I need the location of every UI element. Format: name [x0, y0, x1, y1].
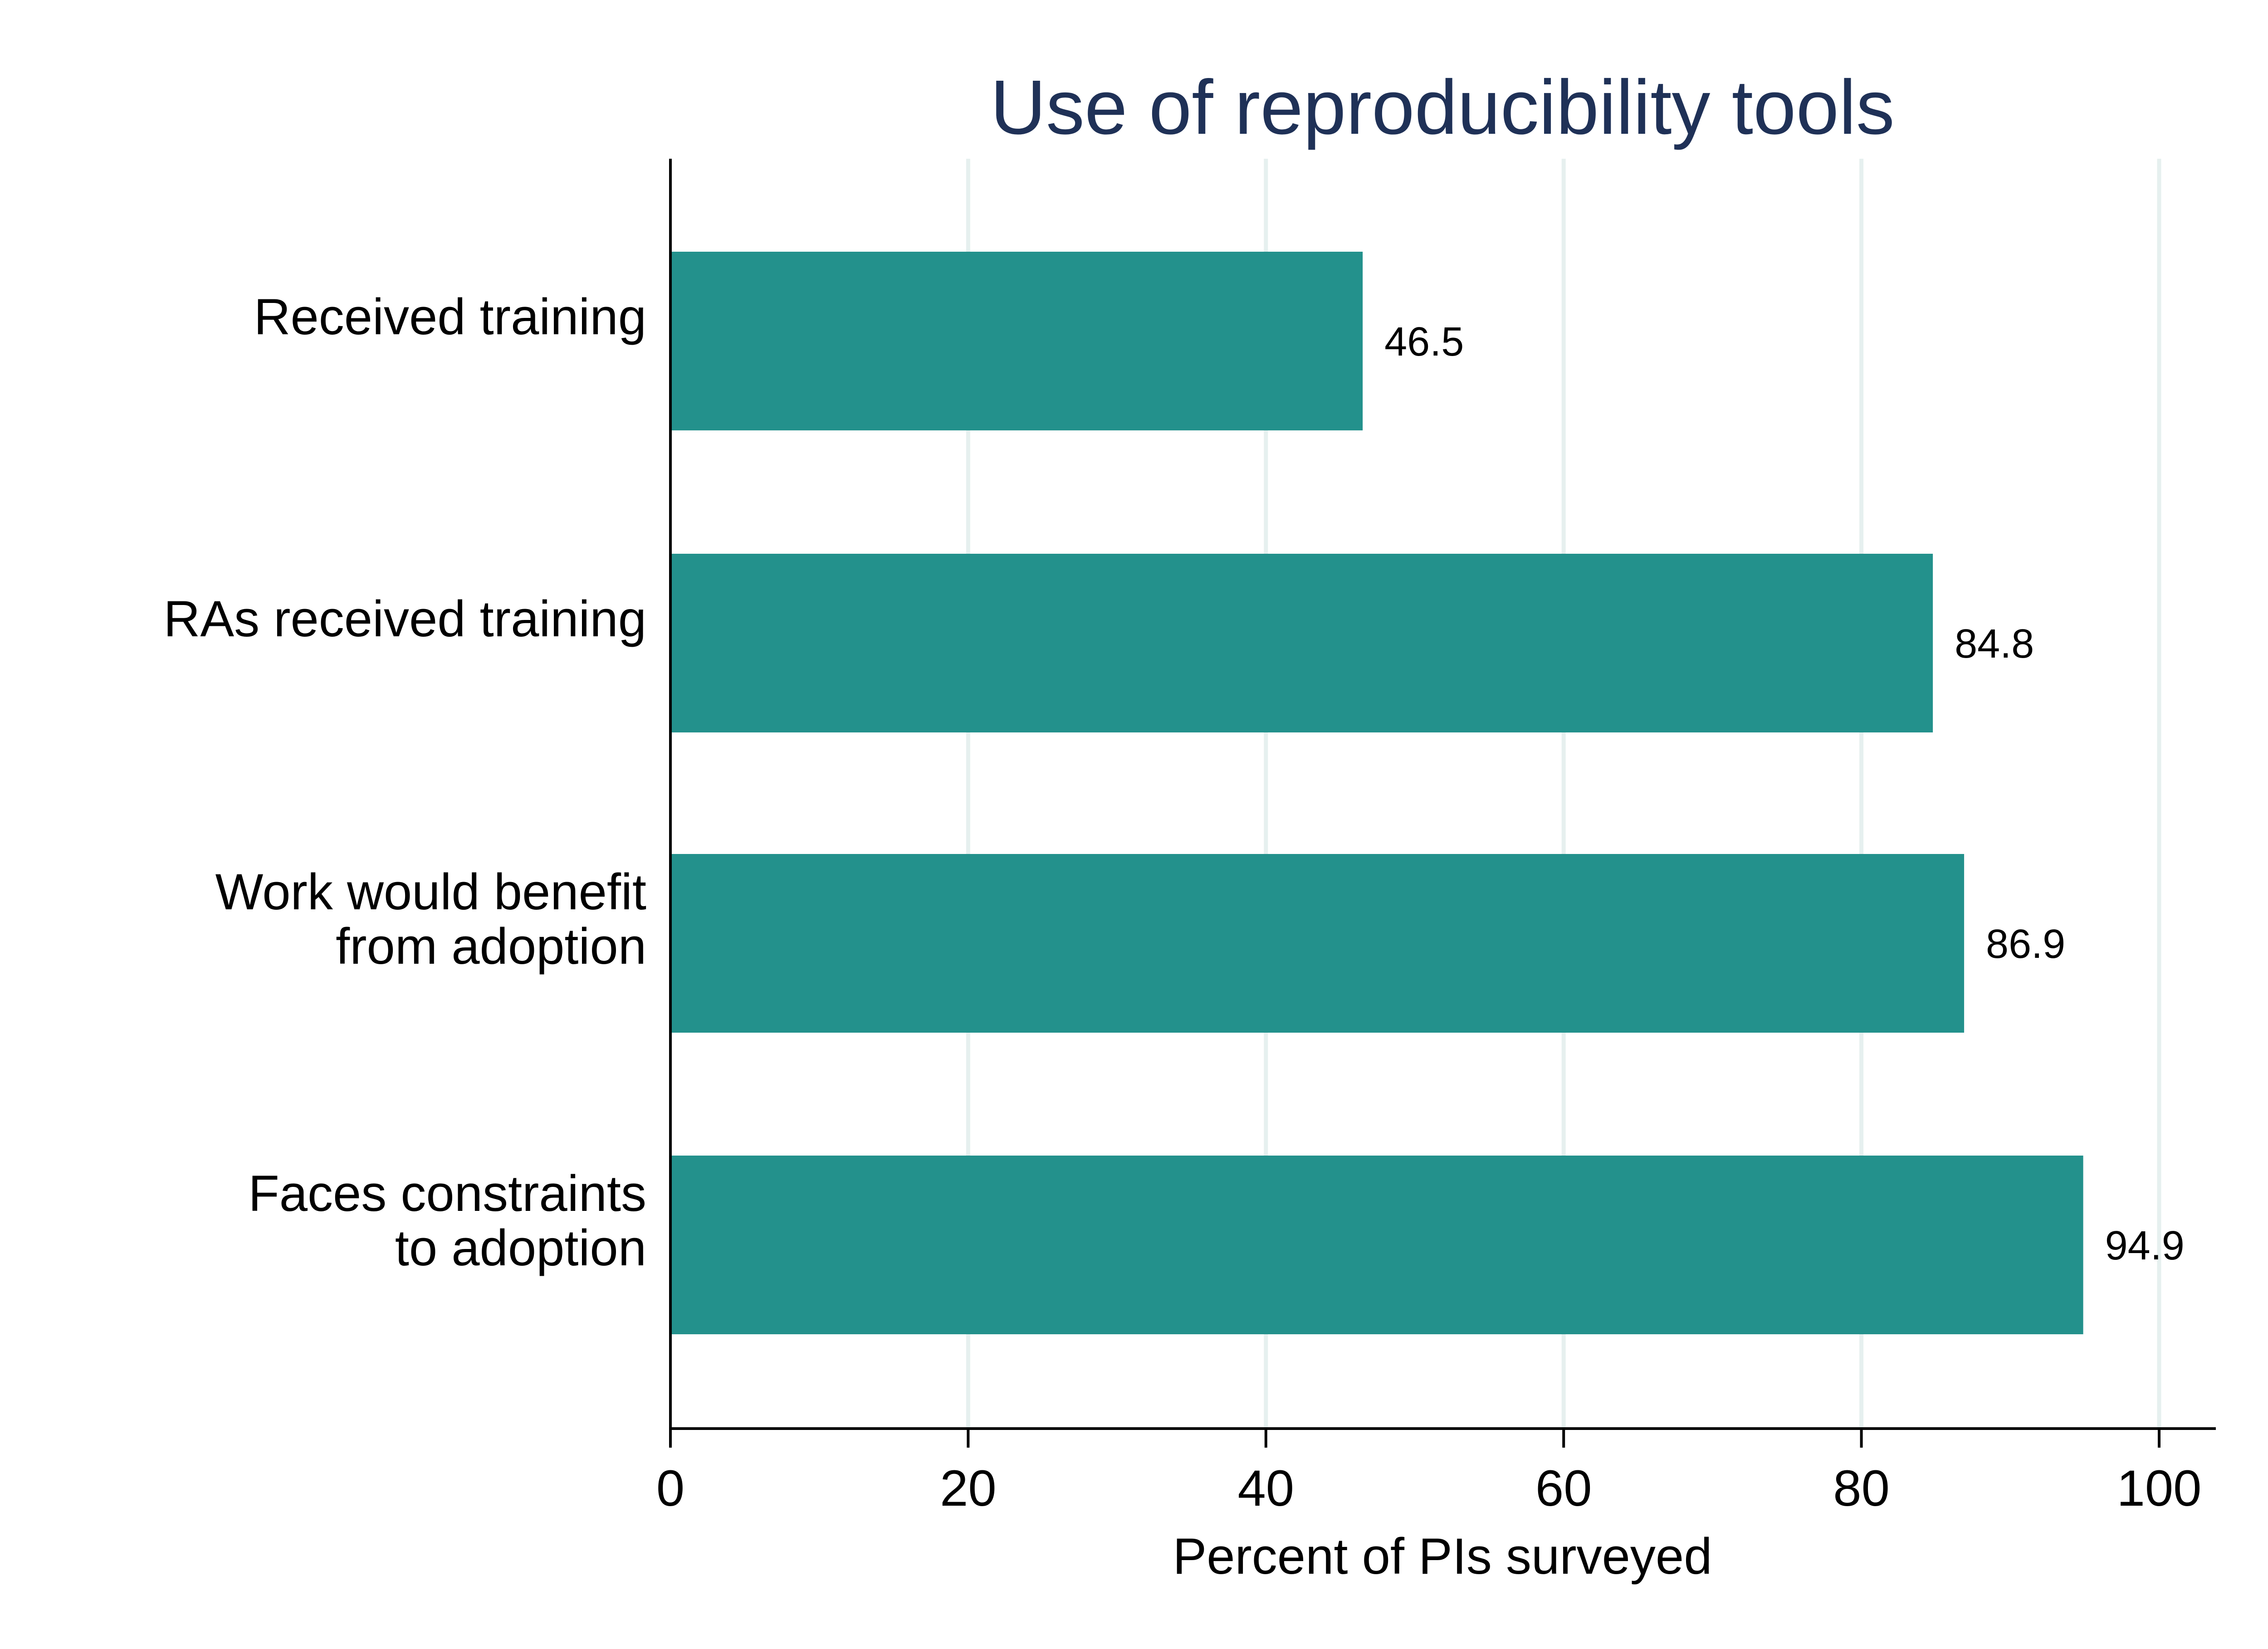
data-label: 94.9 — [2105, 1223, 2185, 1268]
chart-title: Use of reproducibility tools — [990, 64, 1895, 151]
bar — [670, 1156, 2083, 1334]
category-labels: Received training RAs received training Wo… — [164, 288, 647, 1276]
category-label: to adoption — [395, 1220, 646, 1276]
x-tick-label: 20 — [940, 1460, 997, 1517]
x-axis-title: Percent of PIs surveyed — [1173, 1528, 1712, 1585]
bar — [670, 252, 1363, 430]
category-label: Work would benefit — [215, 864, 646, 920]
data-label: 84.8 — [1955, 621, 2034, 667]
bar — [670, 854, 1965, 1033]
category-label: Faces constraints — [248, 1165, 646, 1222]
category-label: RAs received training — [164, 590, 647, 647]
category-label: Received training — [254, 288, 646, 345]
data-label: 86.9 — [1986, 922, 2065, 967]
bar — [670, 554, 1933, 732]
data-labels: 46.5 84.8 86.9 94.9 — [1384, 319, 2185, 1268]
bars — [670, 252, 2083, 1334]
axes: 0 20 40 60 80 100 — [656, 159, 2216, 1517]
data-label: 46.5 — [1384, 319, 1464, 365]
x-tick-label: 60 — [1535, 1460, 1592, 1517]
x-tick-label: 80 — [1833, 1460, 1890, 1517]
x-tick-label: 40 — [1238, 1460, 1295, 1517]
category-label: from adoption — [336, 918, 646, 975]
x-tick-label: 100 — [2117, 1460, 2202, 1517]
x-tick-label: 0 — [656, 1460, 684, 1517]
